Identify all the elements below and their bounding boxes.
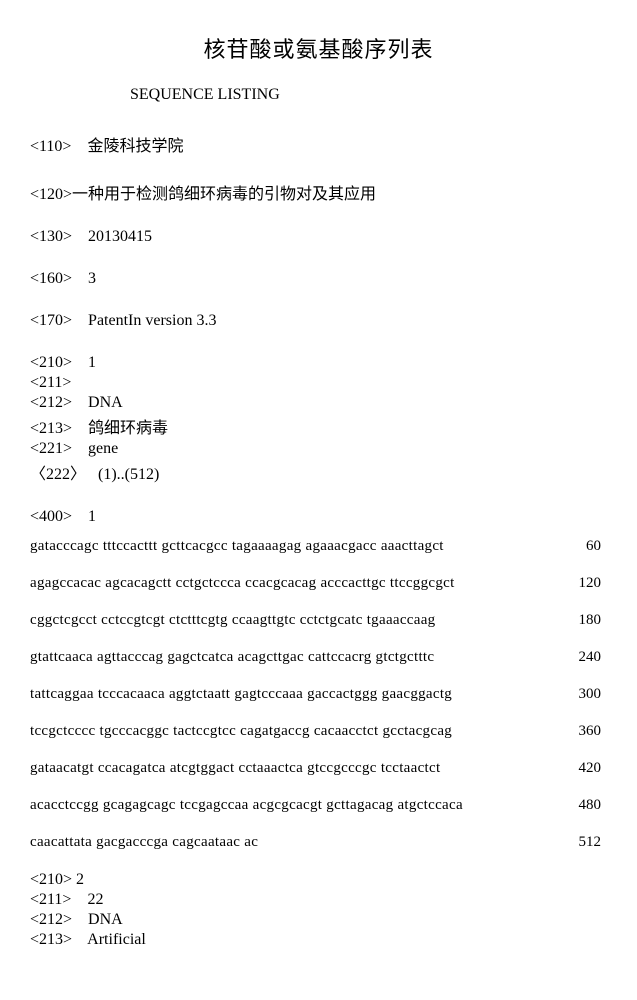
field-110-applicant: <110> 金陵科技学院 xyxy=(30,132,607,156)
seq1-row-num: 480 xyxy=(561,797,607,814)
seq1-row-text: cggctcgcct cctccgtcgt ctctttcgtg ccaagtt… xyxy=(30,612,436,629)
seq1-row-text: gatacccagc tttccacttt gcttcacgcc tagaaaa… xyxy=(30,538,444,555)
seq1-row-num: 420 xyxy=(561,760,607,777)
seq1-field-222: 〈222〉 (1)..(512) xyxy=(30,460,607,484)
page-container: 核苷酸或氨基酸序列表 SEQUENCE LISTING <110> 金陵科技学院… xyxy=(0,0,637,1000)
seq1-row-num: 360 xyxy=(561,723,607,740)
seq1-row-text: tccgctcccc tgcccacggc tactccgtcc cagatga… xyxy=(30,723,452,740)
seq2-field-211: <211> 22 xyxy=(30,891,607,909)
seq1-row-num: 180 xyxy=(561,612,607,629)
field-130-file-ref: <130> 20130415 xyxy=(30,228,607,246)
seq1-row-num: 120 xyxy=(561,575,607,592)
seq1-row: acacctccgg gcagagcagc tccgagccaa acgcgca… xyxy=(30,797,607,814)
seq1-row: gatacccagc tttccacttt gcttcacgcc tagaaaa… xyxy=(30,538,607,555)
seq2-field-213: <213> Artificial xyxy=(30,931,607,949)
seq1-row-text: gtattcaaca agttacccag gagctcatca acagctt… xyxy=(30,649,434,666)
sequence-listing-subtitle: SEQUENCE LISTING xyxy=(130,86,607,104)
seq1-row: gtattcaaca agttacccag gagctcatca acagctt… xyxy=(30,649,607,666)
seq1-row-text: caacattata gacgacccga cagcaataac ac xyxy=(30,834,258,851)
field-170-software: <170> PatentIn version 3.3 xyxy=(30,312,607,330)
field-160-num-seqs: <160> 3 xyxy=(30,270,607,288)
seq1-field-221: <221> gene xyxy=(30,440,607,458)
seq1-row-num: 512 xyxy=(561,834,607,851)
seq1-field-210: <210> 1 xyxy=(30,354,607,372)
seq1-field-212: <212> DNA xyxy=(30,394,607,412)
seq1-row-num: 300 xyxy=(561,686,607,703)
sequence-1-body: gatacccagc tttccacttt gcttcacgcc tagaaaa… xyxy=(30,538,607,851)
seq2-field-212: <212> DNA xyxy=(30,911,607,929)
main-title: 核苷酸或氨基酸序列表 xyxy=(30,32,607,64)
seq1-row-text: agagccacac agcacagctt cctgctccca ccacgca… xyxy=(30,575,455,592)
seq1-field-213: <213> 鸽细环病毒 xyxy=(30,414,607,438)
seq1-row-text: tattcaggaa tcccacaaca aggtctaatt gagtccc… xyxy=(30,686,452,703)
seq1-row: tattcaggaa tcccacaaca aggtctaatt gagtccc… xyxy=(30,686,607,703)
seq1-row-num: 240 xyxy=(561,649,607,666)
seq1-row: agagccacac agcacagctt cctgctccca ccacgca… xyxy=(30,575,607,592)
seq2-field-210: <210> 2 xyxy=(30,871,607,889)
seq1-row: caacattata gacgacccga cagcaataac ac 512 xyxy=(30,834,607,851)
sequence-1-header-block: <210> 1 <211> <212> DNA <213> 鸽细环病毒 <221… xyxy=(30,354,607,484)
seq1-row-text: acacctccgg gcagagcagc tccgagccaa acgcgca… xyxy=(30,797,463,814)
seq1-400-marker: <400> 1 xyxy=(30,508,607,526)
seq1-row-text: gataacatgt ccacagatca atcgtggact cctaaac… xyxy=(30,760,440,777)
seq1-row: gataacatgt ccacagatca atcgtggact cctaaac… xyxy=(30,760,607,777)
seq1-row: cggctcgcct cctccgtcgt ctctttcgtg ccaagtt… xyxy=(30,612,607,629)
seq1-row: tccgctcccc tgcccacggc tactccgtcc cagatga… xyxy=(30,723,607,740)
seq1-field-211: <211> xyxy=(30,374,607,392)
sequence-2-header-block: <210> 2 <211> 22 <212> DNA <213> Artific… xyxy=(30,871,607,949)
seq1-row-num: 60 xyxy=(561,538,607,555)
field-120-title: <120>一种用于检测鸽细环病毒的引物对及其应用 xyxy=(30,180,607,204)
